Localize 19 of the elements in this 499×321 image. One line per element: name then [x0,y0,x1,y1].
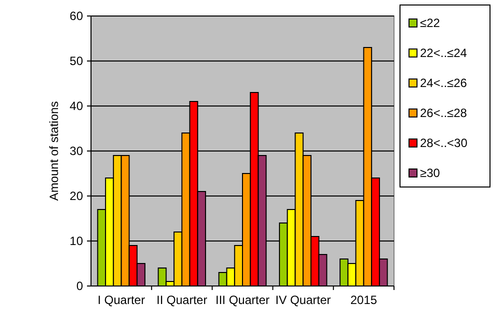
y-tick-label: 20 [70,189,84,204]
legend-label: ≤22 [420,16,440,30]
y-axis-title: Amount of stations [47,101,61,201]
y-tick-label: 60 [70,9,84,24]
x-tick-label: I Quarter [98,293,145,307]
legend-label: 24<..≤26 [420,76,468,90]
x-tick-label: IV Quarter [275,293,331,307]
x-tick-label: II Quarter [156,293,208,307]
legend-label: ≥30 [420,166,440,180]
x-tick-label: III Quarter [215,293,270,307]
y-tick-label: 50 [70,54,84,68]
y-tick-label: 0 [76,279,84,294]
y-tick-label: 30 [70,144,84,158]
x-tick-label: 2015 [350,293,378,307]
y-tick-label: 10 [70,234,84,248]
legend-label: 26<..≤28 [420,106,468,120]
y-tick-label: 40 [70,99,84,114]
legend-label: 22<..≤24 [420,46,468,60]
legend-label: 28<..<30 [420,136,468,150]
